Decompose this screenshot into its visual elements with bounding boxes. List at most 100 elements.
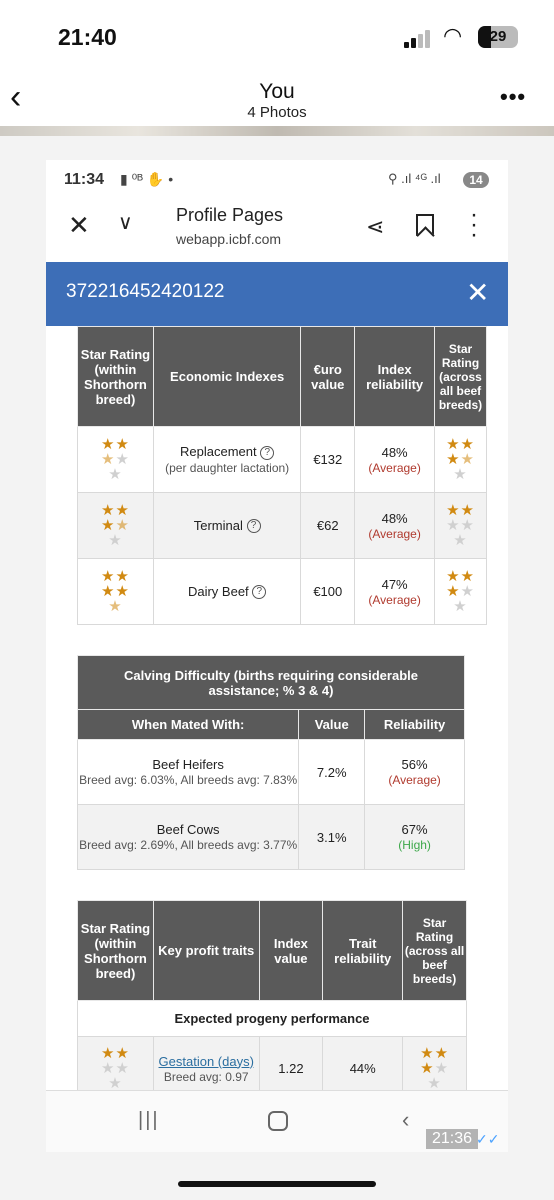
- inner-signal-icons: ⚲ .ıl ⁴ᴳ .ıl: [388, 171, 441, 186]
- breed-avg: Breed avg: 0.97: [163, 1069, 249, 1084]
- calving-value: 3.1%: [298, 804, 366, 870]
- stars-icon: ★★ ★★ ★: [446, 436, 475, 483]
- back-chevron-icon[interactable]: ‹: [10, 78, 22, 116]
- calving-title: Calving Difficulty (births requiring con…: [77, 655, 465, 710]
- reliability-label: (Average): [368, 460, 421, 475]
- share-icon[interactable]: ⋖: [366, 214, 385, 239]
- help-icon[interactable]: ?: [246, 519, 261, 534]
- index-name: Dairy Beef ?: [152, 558, 302, 625]
- stars-icon: ★★ ★★ ★: [446, 502, 475, 549]
- home-indicator[interactable]: [178, 1181, 376, 1187]
- calving-value: 7.2%: [298, 739, 366, 805]
- read-ticks-icon: ✓✓: [476, 1131, 500, 1147]
- index-name: Replacement ? (per daughter lactation): [152, 426, 302, 493]
- cell-signal-icon: [404, 28, 434, 48]
- reliability-pct: 67%: [401, 822, 428, 837]
- col-star-breed: Star Rating (within Shorthorn breed): [77, 900, 154, 1001]
- photo-timestamp: 21:36: [426, 1129, 479, 1149]
- breed-avg: Breed avg: 2.69%, All breeds avg: 3.77%: [79, 838, 298, 852]
- back-icon[interactable]: ‹: [402, 1107, 410, 1132]
- euro-value: €62: [300, 492, 356, 559]
- index-sub: (per daughter lactation): [165, 460, 290, 475]
- reliability-label: (Average): [368, 592, 421, 607]
- col-economic-indexes: Economic Indexes: [152, 326, 302, 427]
- mated-label: Beef Heifers: [152, 757, 224, 772]
- col-index-reliability: Index reliability: [354, 326, 436, 427]
- reliability: 47% (Average): [354, 558, 436, 625]
- kebab-menu-icon[interactable]: · · ·: [470, 201, 478, 248]
- stars-icon: ★★ ★★ ★: [101, 502, 130, 549]
- col-star-all: Star Rating (across all beef breeds): [402, 900, 467, 1001]
- reliability: 67% (High): [364, 804, 465, 870]
- viewer-title: You: [259, 80, 295, 103]
- trait-name: Gestation (days) Breed avg: 0.97: [152, 1036, 260, 1090]
- star-rating: ★★ ★★ ★: [434, 426, 487, 493]
- table-row: Beef Cows Breed avg: 2.69%, All breeds av…: [76, 804, 465, 870]
- table-row: ★★ ★★ ★ Terminal ? €62 48% (Average) ★★ ★★ ★: [77, 492, 487, 559]
- euro-value: €132: [300, 426, 356, 493]
- index-value: 1.22: [258, 1036, 324, 1090]
- inner-battery-badge: 14: [463, 172, 489, 188]
- animal-id-bar: 372216452420122 ✕: [46, 262, 508, 326]
- index-name: Terminal ?: [152, 492, 302, 559]
- col-key-profit-traits: Key profit traits: [152, 900, 260, 1001]
- reliability-pct: 47%: [381, 576, 408, 592]
- android-nav-bar: ||| ‹ 21:36 ✓✓: [46, 1090, 508, 1152]
- close-panel-icon[interactable]: ✕: [466, 277, 490, 308]
- photo-edge: [0, 126, 554, 136]
- section-label: Expected progeny performance: [77, 1000, 467, 1037]
- help-icon[interactable]: ?: [252, 585, 267, 600]
- viewer-subtitle: 4 Photos: [247, 104, 307, 121]
- page-title: Profile Pages: [176, 205, 284, 225]
- table-row: Beef Heifers Breed avg: 6.03%, All breeds…: [76, 739, 465, 805]
- reliability-pct: 48%: [381, 444, 408, 460]
- table-row: ★★ ★★ ★ Replacement ? (per daughter lactati…: [77, 426, 487, 493]
- chevron-down-icon[interactable]: ∨: [118, 212, 133, 234]
- reliability-label: (Average): [368, 526, 421, 541]
- stars-icon: ★★ ★★ ★: [101, 436, 130, 483]
- reliability-pct: 48%: [381, 510, 408, 526]
- star-rating: ★★ ★★ ★: [77, 558, 154, 625]
- col-value: Value: [298, 709, 366, 740]
- os-clock: 21:40: [58, 24, 117, 50]
- animal-id: 372216452420122: [66, 281, 225, 302]
- col-star-all: Star Rating (across all beef breeds): [434, 326, 487, 427]
- custom-tab-toolbar: ✕ ∨ Profile Pages webapp.icbf.com ⋖ · · ·: [46, 200, 508, 262]
- star-rating: ★★ ★★ ★: [402, 1036, 467, 1090]
- star-rating: ★★ ★★ ★: [77, 1036, 154, 1090]
- more-options-icon[interactable]: •••: [500, 84, 527, 109]
- notification-icons: ▮ ⁰ᴮ ✋ •: [120, 171, 174, 187]
- index-label: Terminal: [193, 517, 243, 533]
- bookmark-icon[interactable]: [416, 214, 434, 236]
- mated-label: Beef Cows: [156, 822, 220, 837]
- close-icon[interactable]: ✕: [68, 210, 90, 240]
- page-url: webapp.icbf.com: [176, 231, 282, 247]
- photographed-phone-screen: 11:34 ▮ ⁰ᴮ ✋ • ⚲ .ıl ⁴ᴳ .ıl 14 ✕ ∨ Profi…: [46, 160, 508, 1090]
- gestation-link[interactable]: Gestation (days): [158, 1053, 254, 1069]
- table-row: ★★ ★★ ★ Dairy Beef ? €100 47% (Average) ★★ ★…: [77, 558, 487, 625]
- stars-icon: ★★ ★★ ★: [101, 568, 130, 615]
- breed-avg: Breed avg: 6.03%, All breeds avg: 7.83%: [79, 773, 298, 787]
- star-rating: ★★ ★★ ★: [434, 492, 487, 559]
- star-rating: ★★ ★★ ★: [434, 558, 487, 625]
- key-profit-traits-table: Star Rating (within Shorthorn breed) Key…: [77, 900, 467, 1090]
- col-reliability: Reliability: [364, 709, 465, 740]
- reliability-label: (High): [398, 838, 431, 852]
- euro-value: €100: [300, 558, 356, 625]
- help-icon[interactable]: ?: [260, 445, 275, 460]
- reliability-label: (Average): [388, 773, 441, 787]
- star-rating: ★★ ★★ ★: [77, 426, 154, 493]
- index-label: Dairy Beef: [187, 583, 249, 599]
- col-trait-reliability: Trait reliability: [322, 900, 404, 1001]
- economic-indexes-table: Star Rating (within Shorthorn breed) Eco…: [77, 326, 487, 625]
- mated-with: Beef Heifers Breed avg: 6.03%, All breeds…: [76, 739, 300, 805]
- home-icon[interactable]: [268, 1111, 288, 1131]
- mated-with: Beef Cows Breed avg: 2.69%, All breeds av…: [76, 804, 300, 870]
- col-mated-with: When Mated With:: [76, 709, 300, 740]
- reliability: 48% (Average): [354, 426, 436, 493]
- reliability-pct: 56%: [401, 757, 428, 772]
- col-star-breed: Star Rating (within Shorthorn breed): [77, 326, 154, 427]
- stars-icon: ★★ ★★ ★: [101, 1045, 130, 1090]
- recent-apps-icon[interactable]: |||: [138, 1109, 160, 1131]
- stars-icon: ★★ ★★ ★: [420, 1045, 450, 1090]
